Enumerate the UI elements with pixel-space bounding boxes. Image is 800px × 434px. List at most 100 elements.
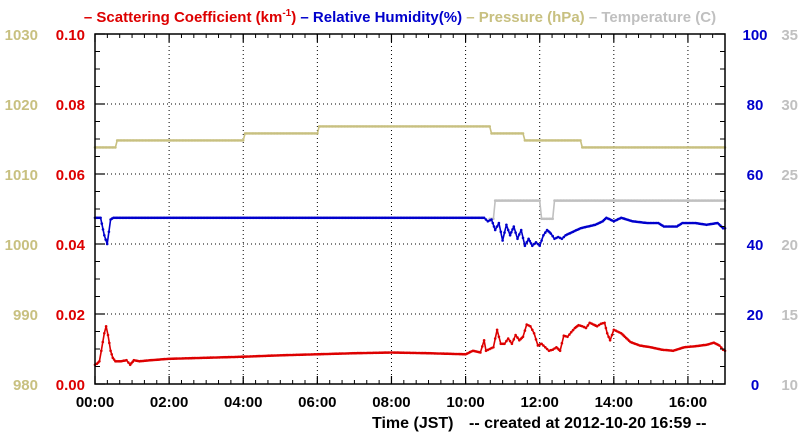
scattering-point <box>566 335 569 339</box>
humidity-point <box>516 237 519 241</box>
humidity-markers <box>93 216 727 248</box>
humidity-point <box>560 237 564 241</box>
scattering-point <box>523 329 527 332</box>
humidity-point <box>100 222 104 225</box>
scattering-tick-label: 0.00 <box>56 377 85 394</box>
pressure-point <box>521 132 525 135</box>
scattering-point <box>493 337 497 340</box>
scattering-point <box>542 344 545 347</box>
humidity-point <box>538 244 541 248</box>
scattering-point <box>569 330 573 334</box>
humidity-point <box>491 221 495 225</box>
humidity-point <box>511 228 514 231</box>
scattering-point <box>608 339 612 342</box>
pressure-point <box>579 139 582 142</box>
scattering-point <box>103 332 106 335</box>
scattering-point <box>112 358 116 361</box>
humidity-point <box>540 239 543 242</box>
x-tick-label: 10:00 <box>446 394 484 411</box>
scattering-point <box>529 325 532 328</box>
scattering-point <box>604 326 608 330</box>
created-at-footer: -- created at 2012-10-20 16:59 -- <box>469 415 706 432</box>
scattering-point <box>104 325 108 328</box>
scattering-tick-label: 0.08 <box>56 97 85 114</box>
humidity-point <box>562 235 566 239</box>
humidity-point <box>107 230 111 234</box>
scattering-point <box>109 349 112 353</box>
pressure-point <box>316 132 319 135</box>
scattering-tick-label: 0.10 <box>56 27 85 44</box>
scattering-point <box>506 337 510 340</box>
humidity-point <box>493 228 497 232</box>
x-tick-label: 08:00 <box>372 394 410 411</box>
pressure-tick-label: 1030 <box>5 27 38 44</box>
humidity-point <box>721 227 725 230</box>
legend-entry-1: – Relative Humidity(%) <box>296 9 462 26</box>
humidity-point <box>551 234 554 238</box>
scattering-point <box>482 339 486 342</box>
legend-entry-2: – Pressure (hPa) <box>462 9 585 26</box>
humidity-point <box>105 242 109 246</box>
scattering-point <box>603 321 606 325</box>
humidity-tick-label: 40 <box>747 237 764 254</box>
legend-suffix: ) <box>291 9 296 26</box>
humidity-point <box>549 232 553 235</box>
plot-frame <box>94 33 726 385</box>
scattering-point <box>560 341 564 345</box>
humidity-point <box>542 234 545 237</box>
humidity-point <box>103 234 106 237</box>
scattering-point <box>512 338 516 341</box>
temperature-tick-label: 15 <box>781 307 798 324</box>
scattering-point <box>505 339 508 343</box>
scattering-point <box>607 335 610 339</box>
scattering-point <box>516 336 519 339</box>
pressure-tick-label: 1000 <box>5 237 38 254</box>
humidity-point <box>104 238 107 241</box>
humidity-point <box>510 231 513 234</box>
temperature-tick-label: 30 <box>781 97 798 114</box>
scattering-point <box>532 332 536 335</box>
scattering-point <box>497 335 501 339</box>
legend: – Scattering Coefficient (km-1) – Relati… <box>84 8 716 26</box>
scattering-point <box>479 351 482 354</box>
humidity-point <box>531 244 534 248</box>
pressure-point <box>241 139 245 142</box>
x-axis-label: Time (JST) <box>372 415 454 432</box>
scattering-point <box>558 349 562 353</box>
temperature-tick-label: 25 <box>781 167 798 184</box>
scattering-tick-label: 0.02 <box>56 307 85 324</box>
scattering-point <box>718 344 721 347</box>
pressure-markers <box>93 125 727 149</box>
humidity-point <box>484 218 488 221</box>
scattering-point <box>553 347 556 350</box>
scattering-point <box>98 360 101 363</box>
pressure-point <box>488 125 492 128</box>
humidity-point <box>501 239 504 242</box>
scattering-point <box>100 349 103 353</box>
axes: 00:00 02:00 04:00 06:00 08:00 10:00 12:00 14:00… <box>5 27 798 411</box>
scattering-markers <box>93 321 727 367</box>
pressure-tick-label: 1010 <box>5 167 38 184</box>
scattering-point <box>492 346 495 349</box>
temperature-tick-label: 35 <box>781 27 798 44</box>
scattering-point <box>544 346 547 349</box>
humidity-point <box>523 244 527 248</box>
humidity-point <box>506 228 510 232</box>
scattering-tick-label: 0.06 <box>56 167 85 184</box>
series-layer <box>93 125 727 367</box>
humidity-point <box>482 216 486 220</box>
scattering-point <box>534 338 538 341</box>
scattering-point <box>495 328 499 332</box>
humidity-tick-label: 60 <box>747 167 764 184</box>
scattering-point <box>110 353 113 356</box>
temperature-point <box>551 217 554 221</box>
scattering-point <box>605 332 609 335</box>
x-tick-label: 16:00 <box>669 394 707 411</box>
humidity-point <box>536 242 540 246</box>
scattering-point <box>481 345 484 348</box>
pressure-tick-label: 1020 <box>5 97 38 114</box>
humidity-point <box>101 228 105 231</box>
scattering-point <box>586 324 590 327</box>
humidity-point <box>527 237 530 241</box>
